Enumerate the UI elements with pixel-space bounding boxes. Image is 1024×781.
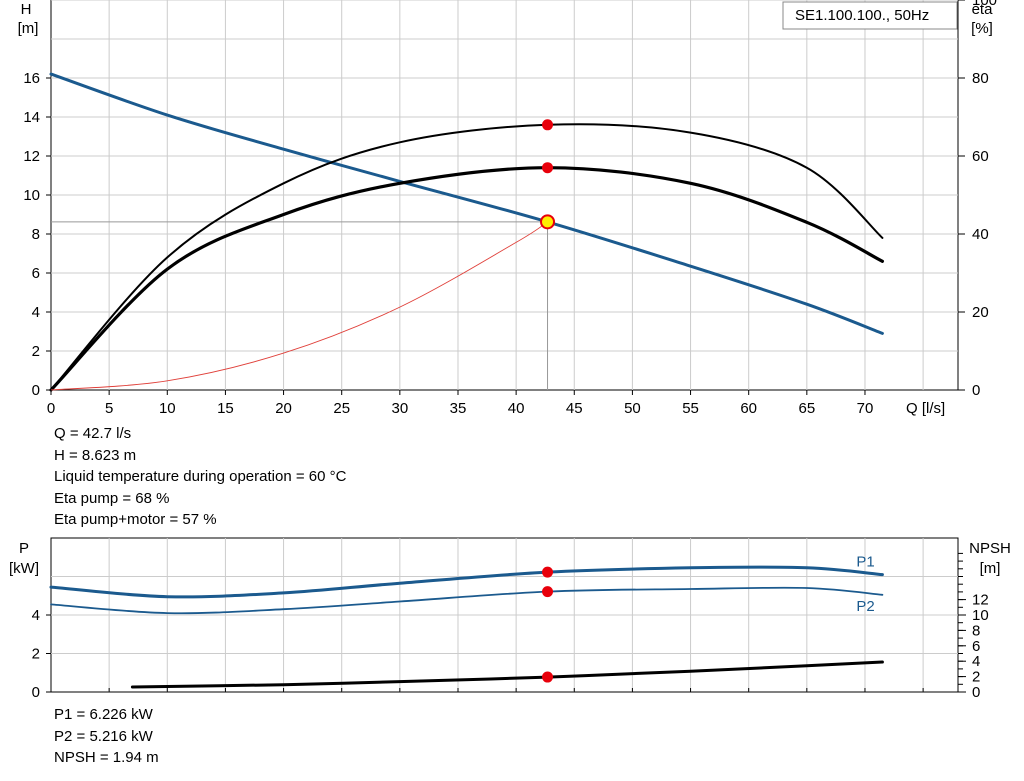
y2-axis-unit-eta: [%] (971, 20, 993, 37)
readout-head: H = 8.623 m (54, 446, 137, 464)
y2-tick-label: 100 (972, 0, 997, 9)
power-readout: P1 = 6.226 kW P2 = 5.216 kW NPSH = 1.94 … (54, 704, 159, 769)
y2-tick-label: 8 (972, 622, 980, 639)
x-tick-label: 60 (740, 400, 757, 417)
y-tick-label: 8 (32, 226, 40, 243)
eta-pump-motor-marker (542, 162, 554, 174)
y-tick-label: 12 (23, 148, 40, 165)
top-series (49, 72, 884, 392)
npsh-curve (130, 660, 884, 689)
y2-tick-label: 0 (972, 684, 980, 701)
y-axis-unit-h: [m] (18, 20, 39, 37)
x-tick-label: 20 (275, 400, 292, 417)
x-tick-label: 50 (624, 400, 641, 417)
y-tick-label: 4 (32, 304, 40, 321)
y-tick-label: 0 (32, 684, 40, 701)
x-tick-label: 65 (798, 400, 815, 417)
y-tick-label: 0 (32, 382, 40, 399)
eta-pump-motor-curve (49, 166, 884, 392)
p2-series-label: P2 (856, 598, 874, 615)
bottom-series: P1 P2 (49, 554, 884, 689)
y2-axis-label-eta: eta (972, 1, 994, 18)
operating-point-marker (540, 214, 556, 230)
y-tick-label: 14 (23, 109, 40, 126)
y-axis-unit-p: [kW] (9, 560, 39, 577)
system-curve (50, 221, 548, 391)
y2-axis-label-npsh: NPSH (969, 540, 1011, 557)
y-tick-label: 2 (32, 343, 40, 360)
readout-p2: P2 = 5.216 kW (54, 727, 153, 745)
top-axes: 0 5 10 15 20 25 30 35 40 45 50 55 60 65 70 0 2 4 6 8 10 12 14 1… (23, 0, 997, 417)
x-tick-label: 70 (857, 400, 874, 417)
y2-tick-label: 12 (972, 592, 989, 609)
bottom-grid (51, 538, 958, 692)
readout-temperature: Liquid temperature during operation = 60… (54, 468, 347, 485)
head-efficiency-plot: 0 5 10 15 20 25 30 35 40 45 50 55 60 65 70 0 2 4 6 8 10 12 14 1… (18, 0, 997, 417)
p1-curve (49, 565, 884, 599)
p1-series-label: P1 (856, 554, 874, 571)
x-tick-label: 30 (392, 400, 409, 417)
y-tick-label: 2 (32, 646, 40, 663)
y-tick-label: 16 (23, 70, 40, 87)
readout-eta-pump: Eta pump = 68 % (54, 489, 170, 507)
readout-p1: P1 = 6.226 kW (54, 706, 153, 723)
operating-point-readout: Q = 42.7 l/s H = 8.623 m Liquid temperat… (54, 423, 346, 531)
x-axis-label: Q [l/s] (906, 400, 945, 417)
x-tick-label: 35 (450, 400, 467, 417)
npsh-marker (542, 671, 554, 683)
eta-pump-curve (50, 123, 884, 391)
y2-tick-label: 0 (972, 382, 980, 399)
y-tick-label: 4 (32, 607, 40, 624)
y-tick-label: 6 (32, 265, 40, 282)
y2-axis-unit-npsh: [m] (980, 560, 1001, 577)
y2-tick-label: 2 (972, 669, 980, 686)
x-tick-label: 0 (47, 400, 55, 417)
p1-marker (542, 566, 554, 578)
readout-eta-pump-motor: Eta pump+motor = 57 % (54, 511, 217, 528)
readout-npsh: NPSH = 1.94 m (54, 749, 159, 766)
x-tick-label: 10 (159, 400, 176, 417)
x-tick-label: 40 (508, 400, 525, 417)
y-axis-label-p: P (19, 540, 29, 557)
readout-flow: Q = 42.7 l/s (54, 425, 132, 442)
y2-tick-label: 80 (972, 70, 989, 87)
y2-tick-label: 4 (972, 653, 980, 670)
x-tick-label: 55 (682, 400, 699, 417)
y2-tick-label: 20 (972, 304, 989, 321)
chart-title-box: SE1.100.100., 50Hz (782, 1, 958, 30)
y-axis-label-h: H (21, 1, 32, 18)
top-grid (51, 0, 958, 390)
eta-pump-marker (542, 119, 554, 131)
y2-tick-label: 6 (972, 638, 980, 655)
x-tick-label: 25 (333, 400, 350, 417)
p2-curve (50, 586, 884, 615)
y-tick-label: 10 (23, 187, 40, 204)
x-tick-label: 45 (566, 400, 583, 417)
y2-tick-label: 40 (972, 226, 989, 243)
head-curve (49, 72, 884, 335)
y2-tick-label: 10 (972, 607, 989, 624)
chart-title: SE1.100.100., 50Hz (795, 7, 929, 24)
p2-marker (542, 586, 554, 598)
x-tick-label: 15 (217, 400, 234, 417)
y2-tick-label: 60 (972, 148, 989, 165)
x-tick-label: 5 (105, 400, 113, 417)
